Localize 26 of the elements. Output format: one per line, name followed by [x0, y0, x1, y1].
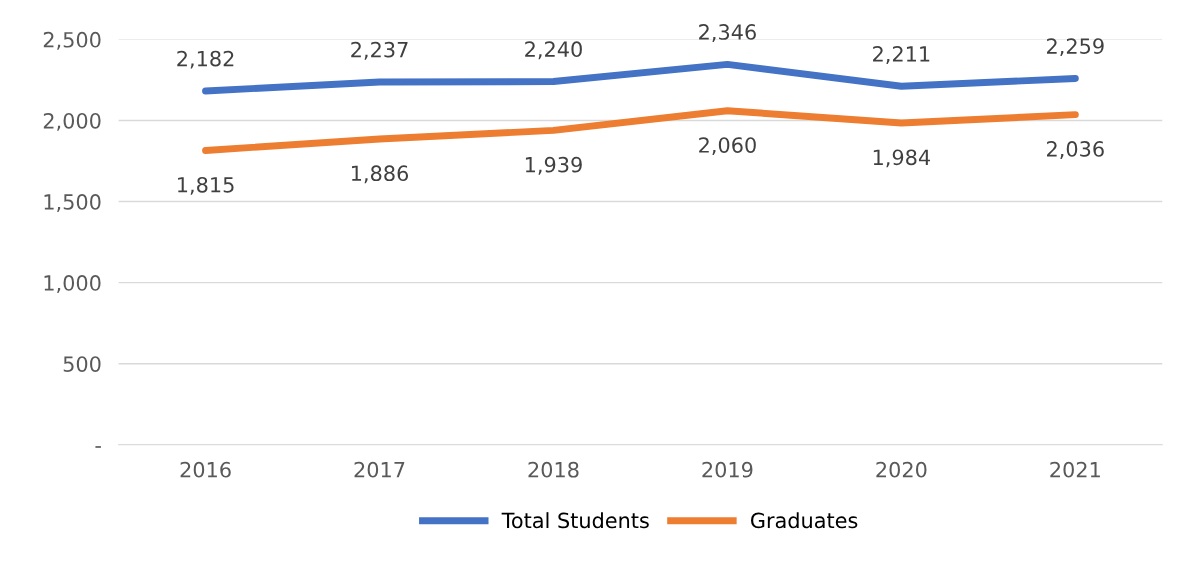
x-tick-label: 2016 [180, 461, 231, 478]
y-tick-label: 500 [63, 356, 101, 372]
data-label: 2,036 [1047, 141, 1104, 159]
data-label: 1,939 [525, 156, 582, 175]
x-tick-label: 2020 [876, 461, 927, 478]
y-tick-label: 2,500 [43, 31, 101, 50]
legend-label: Graduates [751, 512, 858, 529]
data-label: 2,182 [177, 50, 234, 69]
data-label: 1,886 [351, 165, 409, 184]
data-label: 1,984 [873, 149, 931, 168]
data-label: 2,211 [873, 46, 930, 64]
x-tick-label: 2019 [702, 461, 753, 478]
data-label: 1,815 [178, 176, 234, 195]
data-label: 2,259 [1047, 38, 1104, 57]
legend-label: Total Students [501, 512, 649, 529]
y-tick-label: - [95, 446, 101, 448]
data-label: 2,060 [699, 137, 756, 156]
y-tick-label: 1,000 [44, 275, 101, 293]
x-tick-label: 2018 [528, 461, 579, 478]
x-tick-label: 2017 [354, 461, 405, 478]
data-label: 2,237 [351, 41, 408, 60]
data-label: 2,240 [525, 41, 582, 60]
data-label: 2,346 [699, 24, 756, 42]
y-tick-label: 1,500 [44, 194, 101, 212]
y-tick-label: 2,000 [43, 112, 101, 131]
x-tick-label: 2021 [1050, 461, 1100, 478]
